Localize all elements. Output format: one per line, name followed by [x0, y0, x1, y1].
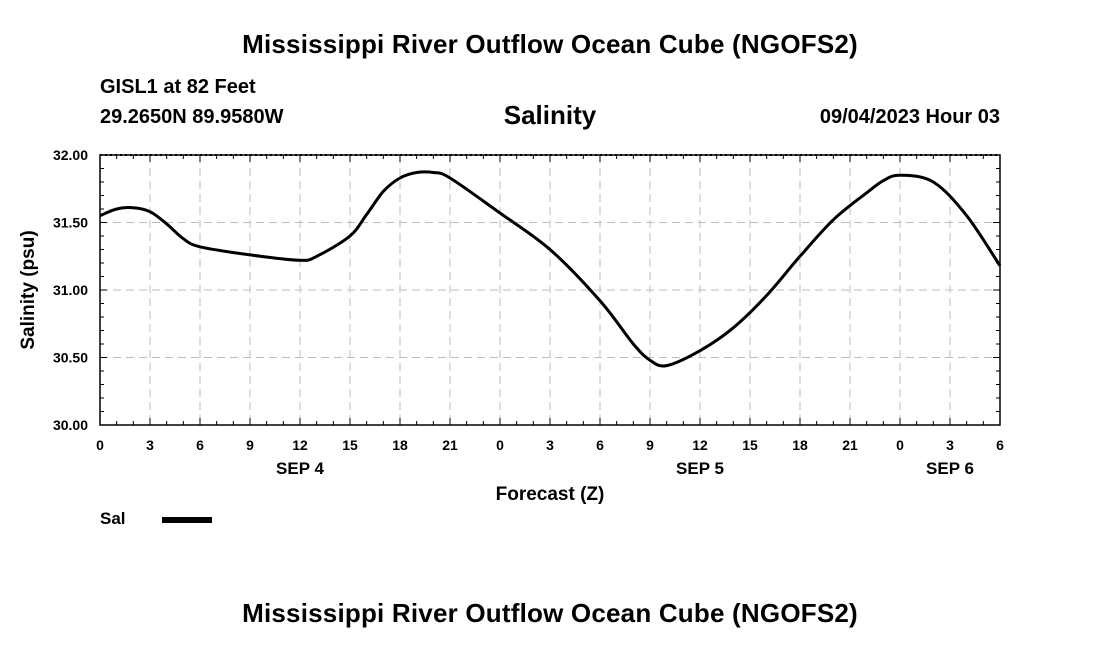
x-tick-label: 6: [196, 437, 204, 453]
x-tick-label: 15: [342, 437, 358, 453]
x-tick-label: 9: [646, 437, 654, 453]
date-label: SEP 6: [926, 459, 974, 478]
x-tick-label: 3: [546, 437, 554, 453]
x-tick-label: 12: [292, 437, 308, 453]
x-tick-label: 6: [996, 437, 1004, 453]
date-label: SEP 4: [276, 459, 324, 478]
x-tick-label: 9: [246, 437, 254, 453]
x-tick-label: 18: [792, 437, 808, 453]
station-coordinates: 29.2650N 89.9580W: [100, 106, 284, 128]
page-title-bottom: Mississippi River Outflow Ocean Cube (NG…: [242, 598, 858, 628]
forecast-datetime: 09/04/2023 Hour 03: [819, 106, 1000, 128]
station-label: GISL1 at 82 Feet: [100, 76, 256, 98]
y-tick-label: 31.00: [53, 282, 88, 298]
y-tick-label: 30.00: [53, 417, 88, 433]
x-tick-label: 15: [742, 437, 758, 453]
y-tick-label: 31.50: [53, 215, 88, 231]
x-tick-label: 0: [896, 437, 904, 453]
legend-label-sal: Sal: [100, 509, 126, 528]
page-title: Mississippi River Outflow Ocean Cube (NG…: [242, 29, 858, 59]
chart-subtitle: Salinity: [503, 100, 597, 130]
x-tick-label: 21: [442, 437, 458, 453]
x-tick-label: 6: [596, 437, 604, 453]
y-axis-label: Salinity (psu): [18, 230, 39, 349]
series-line-sal: [99, 170, 1002, 368]
date-label: SEP 5: [676, 459, 724, 478]
x-tick-label: 3: [946, 437, 954, 453]
legend-line-sal: [162, 517, 212, 523]
x-tick-label: 0: [496, 437, 504, 453]
x-axis-label: Forecast (Z): [496, 484, 605, 505]
y-tick-label: 32.00: [53, 147, 88, 163]
x-tick-label: 18: [392, 437, 408, 453]
x-tick-label: 0: [96, 437, 104, 453]
x-tick-label: 3: [146, 437, 154, 453]
x-tick-label: 12: [692, 437, 708, 453]
x-tick-label: 21: [842, 437, 858, 453]
y-tick-label: 30.50: [53, 350, 88, 366]
